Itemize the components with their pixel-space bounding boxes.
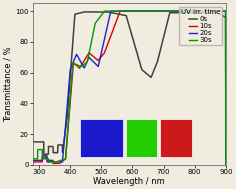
30s	[115, 10, 118, 12]
10s	[133, 10, 136, 12]
20s	[57, 161, 60, 163]
10s	[97, 59, 99, 61]
10s	[119, 10, 122, 12]
Line: 20s: 20s	[33, 11, 226, 165]
Bar	[160, 119, 192, 157]
30s	[137, 10, 140, 12]
X-axis label: Wavelength / nm: Wavelength / nm	[93, 177, 165, 186]
30s	[97, 19, 99, 21]
30s	[133, 10, 136, 12]
10s	[137, 10, 140, 12]
0s	[83, 11, 86, 13]
20s	[133, 10, 136, 12]
30s	[57, 160, 60, 162]
0s	[115, 13, 118, 15]
Bar	[126, 119, 157, 157]
20s	[109, 10, 112, 12]
30s	[31, 158, 34, 160]
20s	[31, 159, 34, 161]
20s	[115, 10, 118, 12]
0s	[57, 144, 60, 146]
0s	[64, 130, 67, 132]
10s	[115, 19, 118, 22]
Y-axis label: Transmittance / %: Transmittance / %	[4, 46, 13, 122]
0s	[224, 164, 227, 166]
Line: 0s: 0s	[33, 12, 226, 165]
20s	[64, 126, 67, 128]
0s	[31, 141, 34, 143]
10s	[224, 164, 227, 166]
30s	[64, 158, 67, 160]
Line: 10s: 10s	[33, 11, 226, 165]
Line: 30s: 30s	[33, 11, 226, 165]
20s	[97, 65, 99, 67]
0s	[133, 43, 136, 45]
0s	[137, 57, 140, 59]
0s	[97, 11, 100, 13]
10s	[31, 161, 34, 163]
10s	[57, 162, 60, 165]
Bar	[80, 119, 123, 157]
20s	[224, 164, 227, 166]
30s	[224, 164, 227, 166]
20s	[137, 10, 140, 12]
30s	[103, 10, 106, 12]
Legend: 0s, 10s, 20s, 30s: 0s, 10s, 20s, 30s	[179, 7, 222, 45]
10s	[64, 158, 67, 160]
